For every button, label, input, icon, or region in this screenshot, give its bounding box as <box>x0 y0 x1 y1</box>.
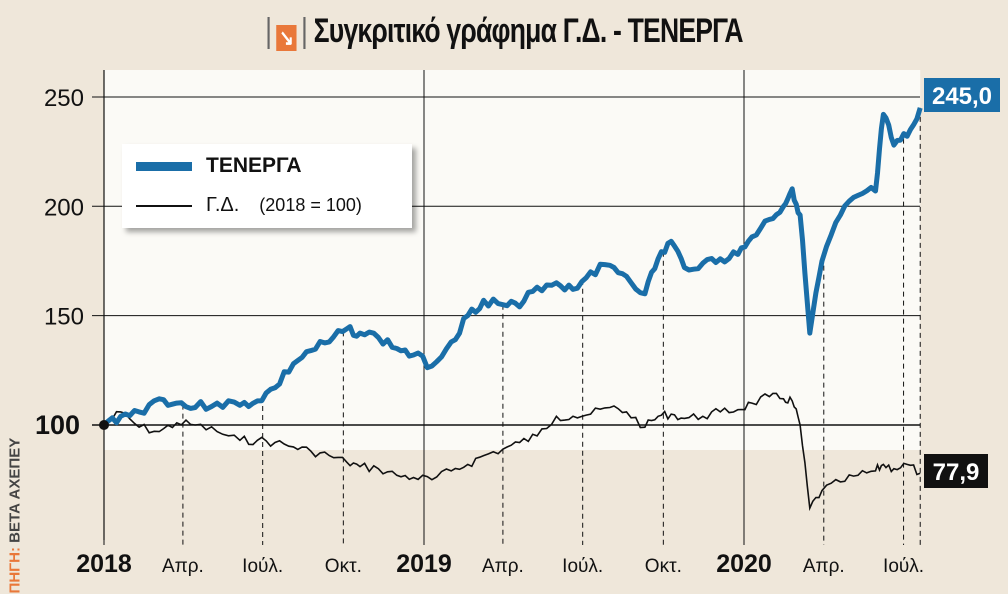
end-label-gd: 77,9 <box>924 454 988 488</box>
end-label-box <box>924 454 988 488</box>
arrow-down-right-icon: ↘ <box>275 25 297 51</box>
end-label-box <box>924 78 1000 112</box>
legend-item-tenerga: ΤΕΝΕΡΓΑ <box>136 154 302 178</box>
legend-swatch-tenerga <box>136 161 192 171</box>
x-tick-label: Απρ. <box>803 556 845 577</box>
start-point-marker <box>99 420 109 430</box>
legend: ΤΕΝΕΡΓΑ Γ.Δ. (2018 = 100) <box>122 144 412 228</box>
x-tick-label: Ιούλ. <box>562 556 603 577</box>
x-tick-label: Απρ. <box>482 556 524 577</box>
y-tick-label: 200 <box>44 194 84 221</box>
end-label-text: 245,0 <box>932 83 992 110</box>
chart-title: | ↘ | Συγκριτικό γράφημα Γ.Δ. - ΤΕΝΕΡΓΑ <box>265 12 744 51</box>
y-tick-label: 100 <box>35 410 80 440</box>
legend-item-gd: Γ.Δ. (2018 = 100) <box>136 194 362 217</box>
source-value: BETA ΑΧΕΠΕΥ <box>6 437 24 543</box>
x-tick-label: 2020 <box>716 550 772 578</box>
y-tick-label: 250 <box>44 85 84 112</box>
plot-area <box>104 70 921 450</box>
x-tick-label: 2019 <box>396 550 452 578</box>
x-tick-label: Ιούλ. <box>242 556 283 577</box>
end-label-text: 77,9 <box>933 459 980 486</box>
x-tick-label: Οκτ. <box>325 556 362 577</box>
source-credit: ΠΗΓΗ: BETA ΑΧΕΠΕΥ <box>7 404 24 594</box>
end-label-tenerga: 245,0 <box>924 78 1000 112</box>
legend-label-gd: Γ.Δ. <box>206 194 240 216</box>
legend-swatch-gd <box>136 204 192 207</box>
source-label: ΠΗΓΗ: <box>6 546 24 594</box>
x-tick-label: Απρ. <box>162 556 204 577</box>
x-tick-label: Οκτ. <box>645 556 682 577</box>
series-line-tenerga <box>102 107 923 427</box>
series-line-gd <box>103 392 921 512</box>
y-tick-label: 150 <box>44 304 84 331</box>
x-tick-label: 2018 <box>76 550 132 578</box>
chart-title-text: Συγκριτικό γράφημα Γ.Δ. - ΤΕΝΕΡΓΑ <box>313 12 744 50</box>
legend-note: (2018 = 100) <box>259 195 362 215</box>
x-tick-label: Ιούλ. <box>883 556 924 577</box>
legend-label-tenerga: ΤΕΝΕΡΓΑ <box>206 154 302 177</box>
